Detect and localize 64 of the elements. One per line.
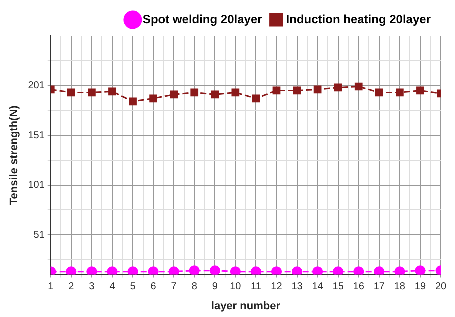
point <box>107 266 118 275</box>
point <box>190 88 199 97</box>
point <box>293 86 302 95</box>
x-tick-label: 18 <box>394 282 406 293</box>
x-axis-title: layer number <box>211 300 282 312</box>
point <box>272 86 281 95</box>
point <box>88 88 96 97</box>
point <box>252 94 260 103</box>
point <box>189 266 200 275</box>
x-tick-label: 20 <box>435 282 447 293</box>
x-tick-label: 7 <box>171 282 178 293</box>
x-tick-label: 2 <box>68 282 75 293</box>
point <box>129 98 137 106</box>
x-tick-label: 6 <box>150 282 157 293</box>
x-tick-label: 19 <box>414 282 426 293</box>
x-tick-label: 3 <box>89 282 96 293</box>
x-tick-label: 1 <box>48 282 54 293</box>
x-tick-label: 12 <box>271 282 283 293</box>
point <box>67 88 76 97</box>
point <box>271 266 282 275</box>
legend-label: Spot welding 20layer <box>142 12 263 26</box>
point <box>416 86 424 95</box>
x-tick-label: 11 <box>251 282 262 293</box>
point <box>128 266 138 275</box>
x-tick-label: 14 <box>312 282 324 293</box>
point <box>86 266 98 275</box>
point <box>312 266 324 275</box>
x-tick-label: 9 <box>212 282 218 293</box>
y-tick-label: 151 <box>28 130 46 142</box>
point <box>394 266 406 275</box>
point <box>168 266 180 275</box>
point <box>334 84 342 92</box>
point <box>148 266 159 275</box>
point <box>108 88 116 96</box>
point <box>292 266 303 275</box>
point <box>250 266 262 275</box>
y-tick-label: 201 <box>28 80 46 92</box>
point <box>396 88 404 97</box>
x-tick-label: 13 <box>292 282 304 293</box>
y-tick-label: 101 <box>28 180 46 191</box>
point <box>232 88 240 97</box>
x-tick-label: 5 <box>130 282 136 293</box>
x-tick-label: 15 <box>332 282 344 293</box>
legend-label: Induction heating 20layer <box>286 12 432 26</box>
y-axis-title: Tensile strength(N) <box>8 105 21 206</box>
point <box>374 266 385 275</box>
point <box>150 94 158 103</box>
point <box>375 88 384 97</box>
y-tick-label: 51 <box>34 230 46 241</box>
point <box>333 266 344 275</box>
point <box>354 266 364 275</box>
point <box>170 90 178 99</box>
point <box>66 266 77 275</box>
x-tick-label: 10 <box>230 282 242 293</box>
point <box>211 90 220 99</box>
x-tick-label: 8 <box>192 282 198 293</box>
point <box>210 266 220 275</box>
point <box>354 82 363 91</box>
point <box>314 86 322 94</box>
point <box>415 266 426 275</box>
x-tick-label: 16 <box>353 282 365 293</box>
point <box>230 266 241 275</box>
x-tick-label: 17 <box>374 282 386 293</box>
x-tick-label: 4 <box>110 282 116 293</box>
